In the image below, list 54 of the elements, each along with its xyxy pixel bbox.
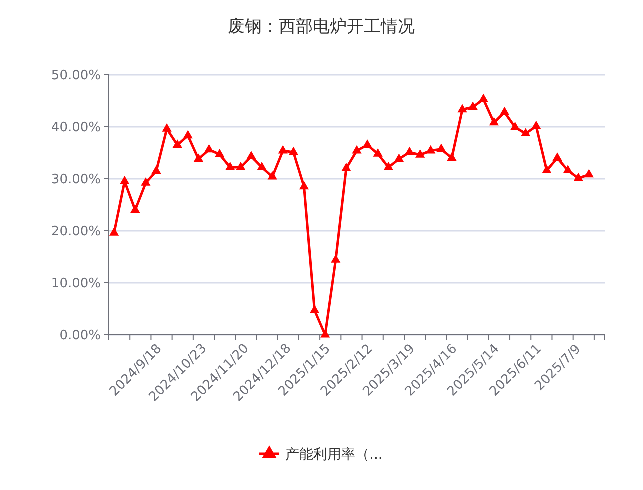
point [257,162,267,170]
y-tick-label: 40.00% [51,120,101,136]
point [489,117,499,126]
point [521,128,531,137]
y-tick-label: 10.00% [51,276,101,292]
point [152,166,162,174]
point [574,172,584,182]
y-tick-label: 50.00% [51,68,101,84]
point [362,140,372,148]
point [204,144,214,153]
chart-title: 废钢：西部电炉开工情况 [228,17,415,37]
point [458,104,468,113]
point [500,106,510,116]
point [215,149,225,158]
point [162,124,172,132]
point [130,204,140,213]
point [172,140,182,148]
point [478,94,488,102]
point [468,102,478,110]
legend-label: 产能利用率（... [286,447,383,463]
point [342,163,352,172]
point [109,228,120,236]
point [436,144,446,152]
y-tick-label: 20.00% [51,224,101,240]
point [510,122,520,130]
y-tick-label: 0.00% [60,328,101,344]
point [352,145,362,154]
point [542,165,552,174]
point [532,120,542,130]
point [384,162,394,170]
y-tick-label: 30.00% [51,172,101,188]
point [426,145,436,154]
point [288,146,298,156]
point [552,152,562,161]
point [141,178,151,186]
point [331,254,341,263]
point [373,148,383,157]
point [447,152,457,161]
point [416,150,426,158]
point [584,169,594,178]
point [226,162,236,170]
point [278,145,288,154]
point [236,162,246,170]
point [299,181,310,190]
point [394,154,404,162]
point [268,171,278,180]
point [194,154,204,162]
point [320,329,330,338]
point [120,176,130,184]
point [183,130,193,139]
point [404,146,415,156]
point [310,305,320,314]
point [563,165,573,174]
point [246,151,256,160]
